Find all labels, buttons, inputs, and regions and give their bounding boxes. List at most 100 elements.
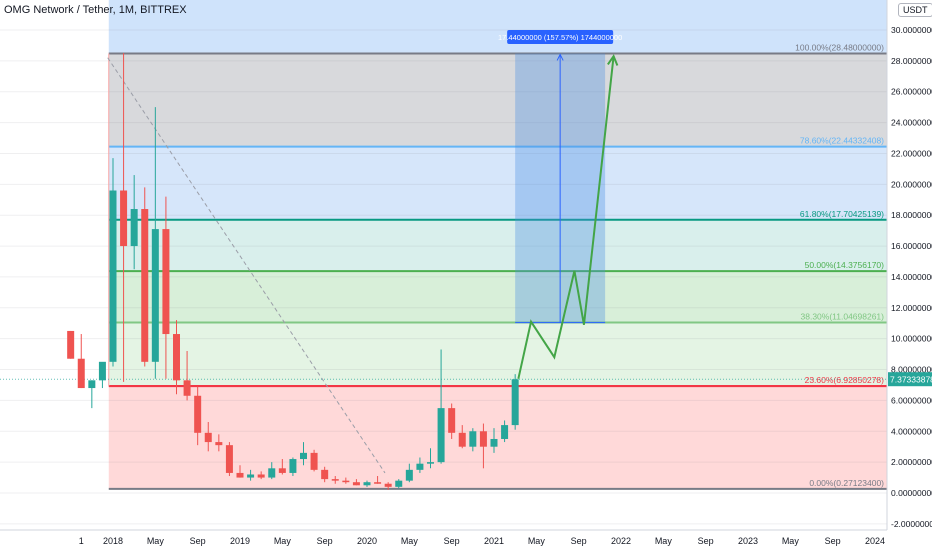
fib-zone-1 bbox=[108, 146, 888, 220]
y-tick-label: 12.00000000 bbox=[891, 303, 932, 313]
candle bbox=[98, 361, 106, 389]
x-tick-label: May bbox=[528, 536, 546, 546]
candle bbox=[109, 158, 117, 367]
x-tick-label: 2023 bbox=[738, 536, 758, 546]
chart-title: OMG Network / Tether, 1M, BITTREX bbox=[4, 4, 187, 16]
candle-body bbox=[363, 482, 371, 486]
y-tick-label: 30.00000000 bbox=[891, 25, 932, 35]
candle bbox=[331, 476, 339, 484]
fib-zone-0 bbox=[108, 53, 888, 147]
candle-body bbox=[88, 380, 96, 389]
candle bbox=[458, 425, 466, 449]
y-tick-label: 10.00000000 bbox=[891, 334, 932, 344]
candle bbox=[405, 463, 413, 483]
candle bbox=[352, 479, 360, 486]
x-tick-label: May bbox=[401, 536, 419, 546]
candle bbox=[437, 349, 445, 464]
candle-body bbox=[300, 452, 307, 460]
fib-label-4: 38.30%(11.04698261) bbox=[801, 312, 885, 322]
candle-body bbox=[321, 469, 329, 480]
candle-body bbox=[289, 459, 297, 473]
candle-body bbox=[130, 209, 138, 247]
candle bbox=[511, 374, 519, 430]
candle-body bbox=[236, 472, 244, 478]
candle bbox=[225, 442, 233, 477]
candle-body bbox=[469, 431, 477, 447]
candle bbox=[469, 428, 477, 452]
fib-label-0: 100.00%(28.48000000) bbox=[795, 42, 884, 52]
time-axis-bg bbox=[0, 530, 932, 550]
x-tick-label: 2019 bbox=[230, 536, 250, 546]
candle-body bbox=[67, 330, 75, 359]
candle bbox=[448, 403, 456, 439]
last-price-label: 7.37333878 bbox=[890, 375, 932, 385]
candle bbox=[342, 477, 350, 484]
candle-body bbox=[405, 469, 413, 481]
candle-body bbox=[225, 445, 233, 473]
x-tick-label: 2021 bbox=[484, 536, 504, 546]
candle bbox=[427, 448, 434, 469]
candle-body bbox=[310, 452, 318, 470]
measure-label-bg bbox=[507, 30, 614, 44]
candle bbox=[416, 457, 424, 473]
candle bbox=[162, 196, 170, 379]
candle-body bbox=[257, 474, 265, 478]
candle bbox=[257, 471, 265, 480]
candle bbox=[236, 465, 244, 478]
candle bbox=[289, 457, 297, 477]
candle-body bbox=[501, 425, 509, 439]
candle bbox=[67, 330, 75, 359]
candle-body bbox=[109, 190, 117, 362]
candle-body bbox=[247, 474, 255, 478]
price-axis-bg bbox=[887, 0, 932, 550]
y-tick-label: 26.00000000 bbox=[891, 87, 932, 97]
candle bbox=[384, 482, 392, 490]
candle-body bbox=[448, 408, 456, 433]
candle-body bbox=[141, 209, 149, 362]
fib-zone-5 bbox=[108, 386, 888, 489]
candle bbox=[310, 449, 318, 472]
projection-arrowhead bbox=[607, 54, 619, 66]
candle-body bbox=[490, 438, 498, 447]
y-tick-label: 16.00000000 bbox=[891, 241, 932, 251]
x-tick-label: Sep bbox=[698, 536, 714, 546]
y-tick-label: 28.00000000 bbox=[891, 56, 932, 66]
x-tick-label: Sep bbox=[190, 536, 206, 546]
x-tick-label: 2018 bbox=[103, 536, 123, 546]
y-tick-label: 18.00000000 bbox=[891, 210, 932, 220]
candle bbox=[141, 187, 149, 367]
measure-label: 17.44000000 (157.57%) 1744000000 bbox=[498, 33, 622, 42]
candle-body bbox=[416, 463, 424, 470]
projection-path bbox=[517, 56, 615, 380]
candle-body bbox=[98, 361, 106, 381]
x-tick-label: Sep bbox=[571, 536, 587, 546]
y-tick-label: 20.00000000 bbox=[891, 179, 932, 189]
x-tick-label: 1 bbox=[79, 536, 84, 546]
candle-body bbox=[173, 334, 180, 381]
candle-body bbox=[268, 468, 276, 478]
candle bbox=[300, 442, 307, 466]
candle bbox=[395, 479, 403, 489]
candle-body bbox=[352, 482, 360, 486]
candle bbox=[278, 459, 286, 475]
x-tick-label: 2022 bbox=[611, 536, 631, 546]
candle-body bbox=[384, 483, 392, 487]
candle bbox=[268, 462, 276, 480]
candle-body bbox=[151, 229, 159, 362]
y-tick-label: 0.00000000 bbox=[891, 488, 932, 498]
candle bbox=[194, 386, 202, 446]
candle-body bbox=[204, 432, 212, 443]
candle-body bbox=[511, 379, 519, 426]
candle bbox=[120, 53, 128, 382]
x-tick-label: 2024 bbox=[865, 536, 885, 546]
candle-body bbox=[395, 480, 403, 487]
candle bbox=[88, 380, 96, 409]
candle bbox=[374, 476, 382, 484]
fib-label-6: 0.00%(0.27123400) bbox=[809, 478, 884, 488]
currency-unit-badge[interactable]: USDT bbox=[898, 3, 932, 17]
measure-arrow-head bbox=[556, 53, 564, 61]
y-tick-label: 14.00000000 bbox=[891, 272, 932, 282]
candle bbox=[204, 422, 212, 452]
candle bbox=[479, 423, 487, 469]
